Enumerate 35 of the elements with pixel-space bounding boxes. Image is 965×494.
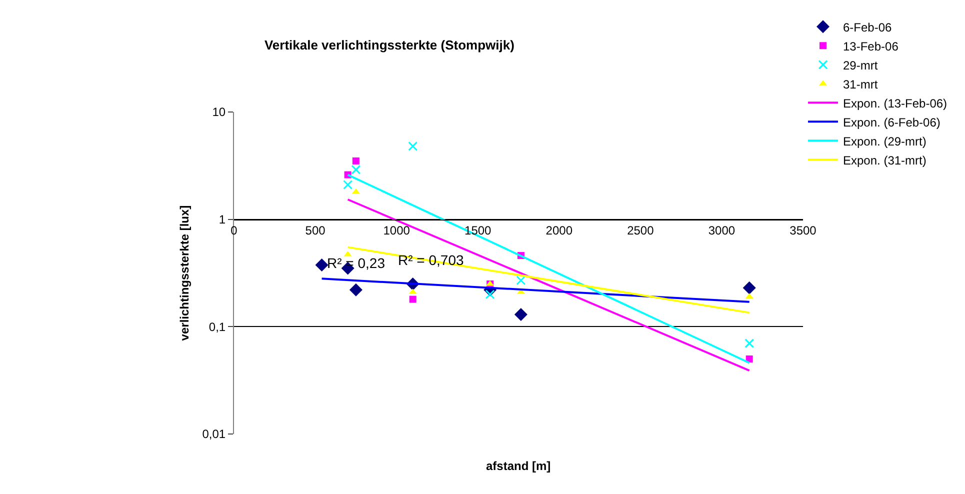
point <box>351 164 361 174</box>
point <box>744 338 754 348</box>
x-tick-label: 500 <box>305 224 326 238</box>
x-tick-label: 2000 <box>546 224 573 238</box>
legend-label: Expon. (29-mrt) <box>843 134 926 148</box>
y-tick-label: 1 <box>218 212 226 227</box>
point <box>516 276 526 286</box>
x-tick-label: 1000 <box>383 224 410 238</box>
point <box>408 141 418 151</box>
point <box>349 283 362 296</box>
y-tick-label: 0,1 <box>208 320 226 334</box>
chart-title: Vertikale verlichtingssterkte (Stompwijk) <box>264 38 514 53</box>
point <box>514 308 528 321</box>
x-tick-label: 0 <box>230 224 238 238</box>
point <box>352 157 360 164</box>
legend-label: 31-mrt <box>843 77 878 92</box>
point <box>352 188 360 194</box>
y-axis-title: verlichtingssterkte [lux] <box>178 205 192 341</box>
x-tick-label: 3500 <box>790 224 817 238</box>
point <box>315 258 328 272</box>
legend-label: Expon. (6-Feb-06) <box>843 115 940 130</box>
point <box>409 296 416 303</box>
point <box>742 281 756 294</box>
legend-label: Expon. (31-mrt) <box>843 153 926 168</box>
point <box>485 290 495 300</box>
x-axis-title: afstand [m] <box>486 459 551 473</box>
point <box>343 180 353 190</box>
legend-label: 13-Feb-06 <box>843 39 899 54</box>
legend-label: 6-Feb-06 <box>843 20 892 34</box>
x-tick-label: 3000 <box>708 224 736 238</box>
legend-label: 29-mrt <box>843 58 878 72</box>
legend-label: Expon. (13-Feb-06) <box>843 96 948 110</box>
y-tick-label: 0,01 <box>202 427 226 442</box>
y-tick-label: 10 <box>212 105 226 120</box>
x-tick-label: 2500 <box>627 224 654 238</box>
